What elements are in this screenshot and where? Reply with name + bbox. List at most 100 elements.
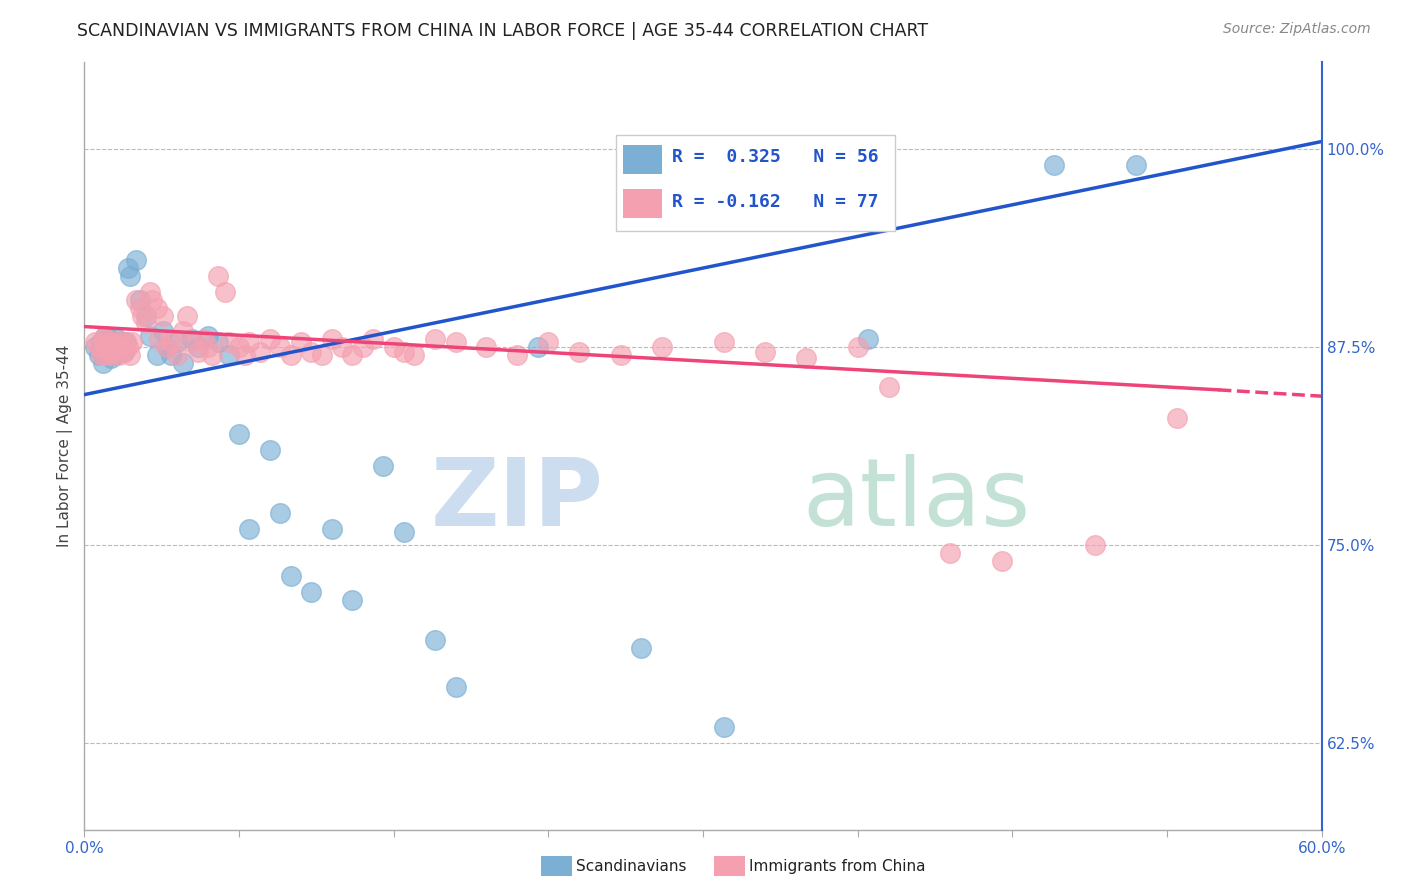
Point — [269, 506, 291, 520]
FancyBboxPatch shape — [623, 145, 662, 174]
Point — [83, 335, 105, 350]
Point — [238, 335, 260, 350]
Point — [197, 329, 219, 343]
Point — [139, 329, 162, 343]
Point — [197, 340, 219, 354]
Point — [131, 309, 153, 323]
Point — [87, 348, 110, 362]
Point — [180, 335, 202, 350]
Point — [568, 344, 591, 359]
Point — [100, 340, 122, 354]
Point — [321, 332, 343, 346]
Point — [392, 344, 415, 359]
Point — [1042, 158, 1064, 172]
Point — [141, 293, 163, 307]
Point — [228, 427, 250, 442]
Point — [145, 348, 167, 362]
Point — [207, 335, 229, 350]
Point — [125, 293, 148, 307]
Point — [991, 554, 1014, 568]
Point — [939, 546, 962, 560]
Point — [112, 344, 135, 359]
Point — [139, 285, 162, 299]
Point — [423, 632, 446, 647]
Point — [877, 380, 900, 394]
Point — [280, 569, 302, 583]
Point — [166, 335, 188, 350]
Point — [207, 268, 229, 283]
Point — [214, 285, 236, 299]
Point — [218, 335, 240, 350]
Point — [259, 332, 281, 346]
Point — [103, 343, 125, 358]
Point — [118, 268, 141, 283]
Point — [172, 324, 194, 338]
Point — [105, 340, 128, 354]
Point — [100, 335, 122, 350]
Point — [527, 340, 550, 354]
Point — [105, 340, 128, 354]
Point — [321, 522, 343, 536]
Point — [104, 335, 127, 350]
Point — [187, 340, 209, 354]
Point — [94, 340, 117, 354]
Point — [117, 261, 139, 276]
Point — [156, 340, 179, 354]
Point — [121, 335, 143, 350]
Point — [228, 340, 250, 354]
Point — [382, 340, 405, 354]
Y-axis label: In Labor Force | Age 35-44: In Labor Force | Age 35-44 — [58, 345, 73, 547]
Point — [160, 335, 183, 350]
Point — [361, 332, 384, 346]
Point — [148, 332, 170, 346]
Point — [1166, 411, 1188, 425]
Point — [404, 348, 426, 362]
Point — [125, 253, 148, 268]
Point — [630, 640, 652, 655]
Point — [1084, 538, 1107, 552]
Point — [160, 348, 183, 362]
Point — [156, 340, 179, 354]
Point — [135, 317, 157, 331]
Point — [98, 348, 121, 362]
Point — [754, 344, 776, 359]
Point — [280, 348, 302, 362]
Point — [444, 680, 467, 694]
Text: atlas: atlas — [801, 454, 1031, 546]
Point — [176, 309, 198, 323]
Text: R =  0.325   N = 56: R = 0.325 N = 56 — [672, 148, 879, 166]
Point — [290, 335, 312, 350]
Text: Immigrants from China: Immigrants from China — [749, 859, 927, 873]
Point — [100, 351, 122, 366]
Text: SCANDINAVIAN VS IMMIGRANTS FROM CHINA IN LABOR FORCE | AGE 35-44 CORRELATION CHA: SCANDINAVIAN VS IMMIGRANTS FROM CHINA IN… — [77, 22, 928, 40]
Point — [91, 332, 114, 346]
Point — [129, 301, 152, 315]
Point — [118, 348, 141, 362]
Point — [105, 332, 128, 346]
Point — [713, 720, 735, 734]
Point — [506, 348, 529, 362]
FancyBboxPatch shape — [616, 136, 894, 231]
Point — [104, 335, 127, 350]
Point — [537, 335, 560, 350]
Point — [129, 293, 152, 307]
Point — [311, 348, 333, 362]
Point — [114, 335, 136, 350]
Point — [166, 348, 188, 362]
Point — [87, 340, 110, 354]
Point — [103, 344, 125, 359]
Text: R = -0.162   N = 77: R = -0.162 N = 77 — [672, 193, 879, 211]
Point — [846, 340, 869, 354]
Point — [233, 348, 256, 362]
Point — [238, 522, 260, 536]
Point — [187, 344, 209, 359]
Point — [96, 340, 118, 354]
Point — [91, 356, 114, 370]
Point — [249, 344, 271, 359]
Point — [110, 335, 132, 350]
Point — [100, 348, 122, 362]
Point — [98, 340, 121, 354]
Point — [352, 340, 374, 354]
Text: Source: ZipAtlas.com: Source: ZipAtlas.com — [1223, 22, 1371, 37]
Point — [110, 340, 132, 354]
